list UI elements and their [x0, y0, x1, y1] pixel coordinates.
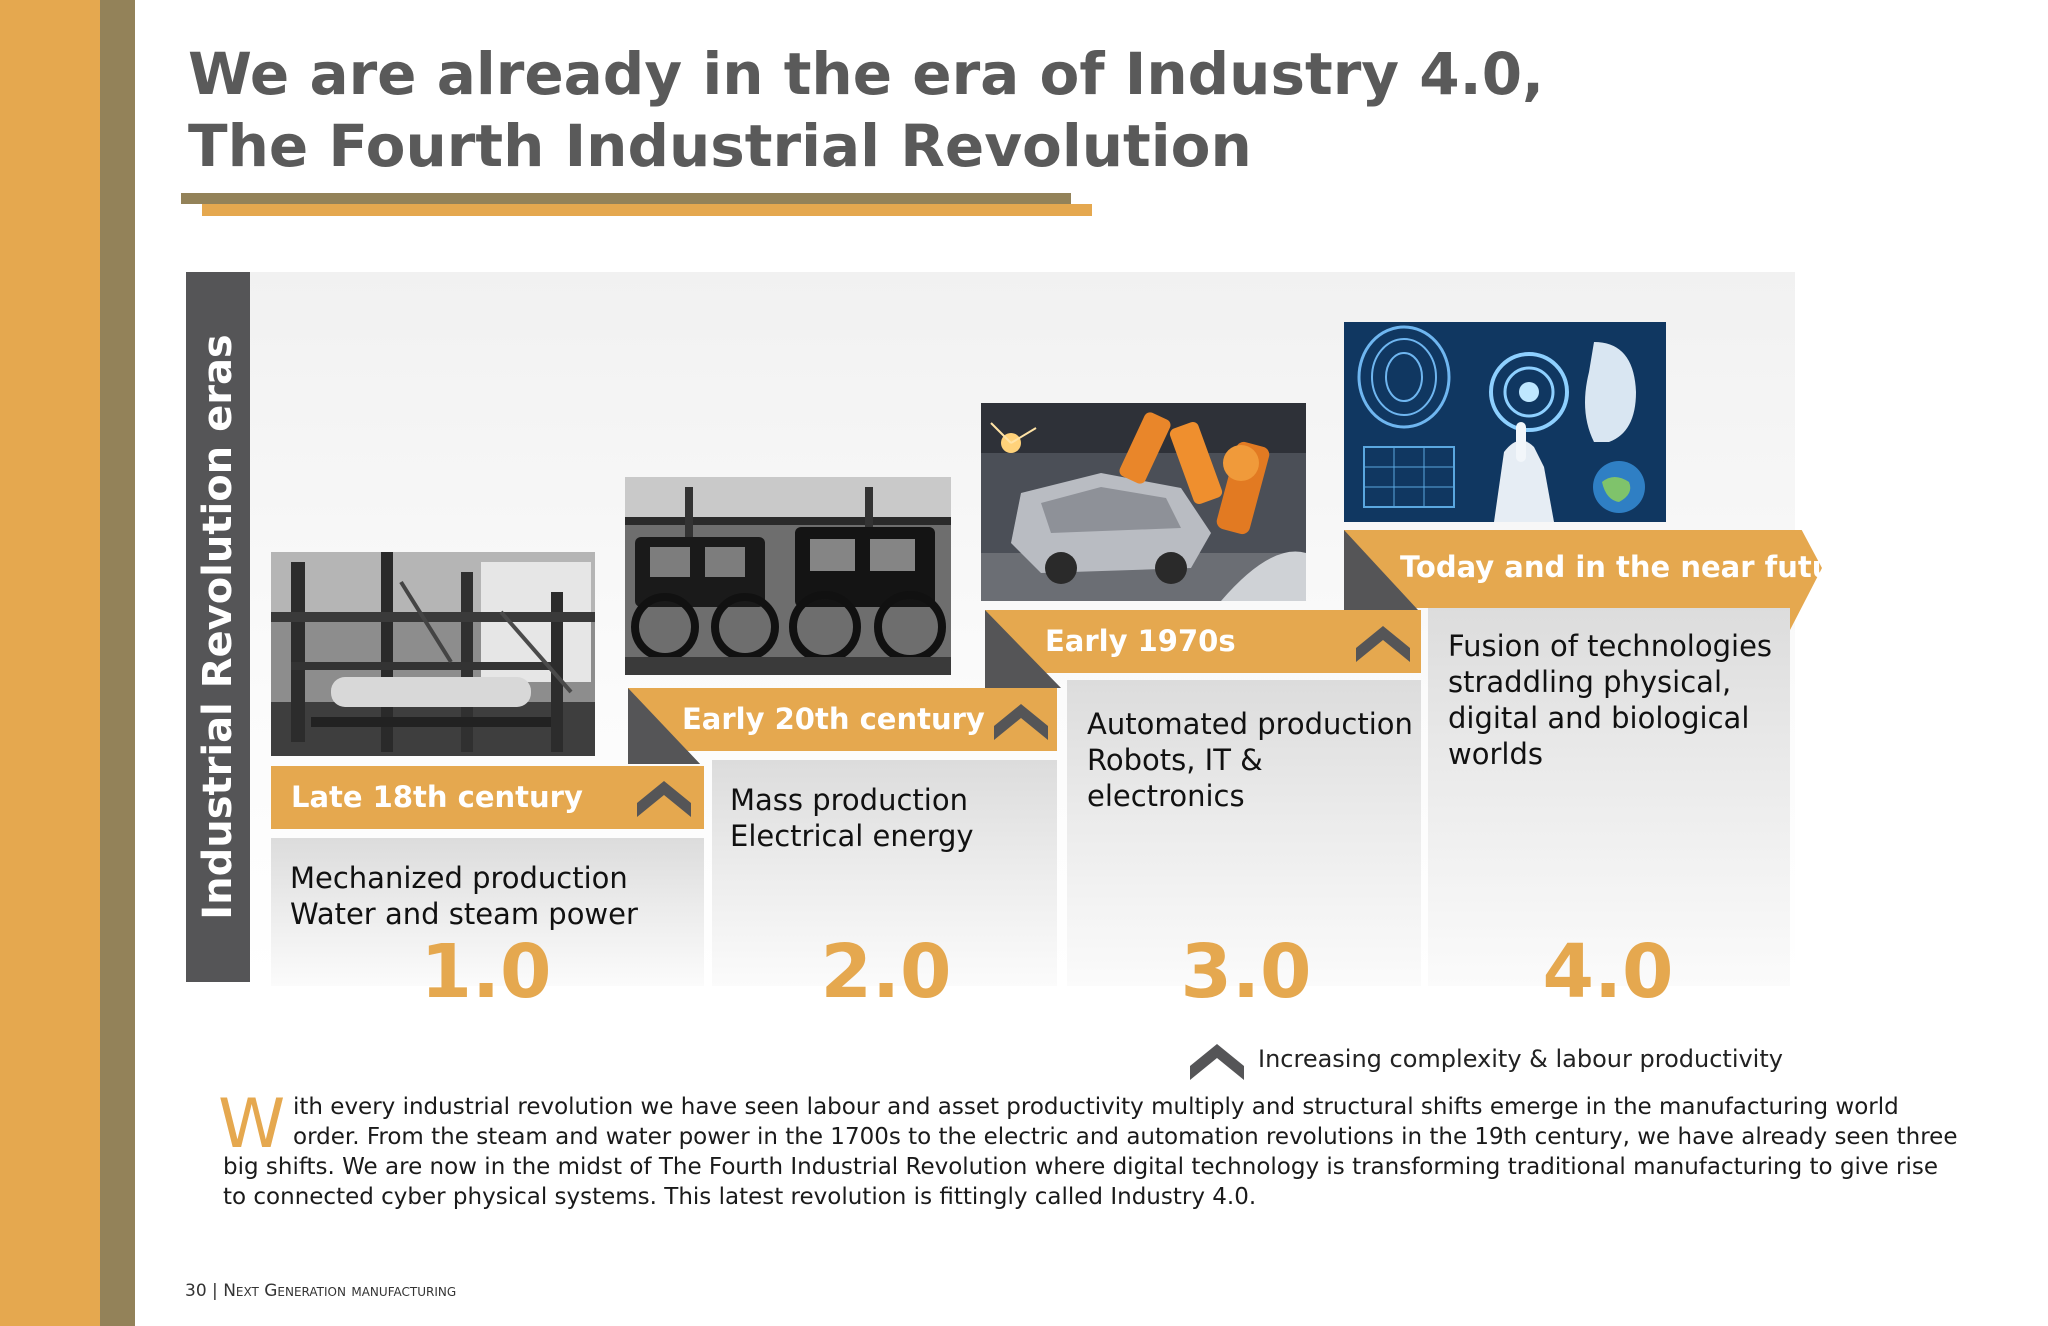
era-3-description-line-3: electronics — [1087, 779, 1245, 813]
page-title: We are already in the era of Industry 4.… — [188, 38, 1588, 182]
page-title-line-2: The Fourth Industrial Revolution — [188, 112, 1252, 180]
era-4-description-line-4: worlds — [1448, 737, 1543, 771]
paragraph-line-2: order. From the steam and water power in… — [293, 1124, 1958, 1150]
era-3-description-box: Automated production Robots, IT & electr… — [1067, 680, 1421, 986]
era-3-ribbon-fold — [985, 610, 1061, 688]
era-3-description-line-1: Automated production — [1087, 707, 1413, 741]
era-2-ribbon-fold-front — [628, 688, 700, 764]
era-2-chevron-up-icon — [994, 704, 1048, 740]
page-number: 30 — [185, 1281, 207, 1301]
era-4-arrow-ribbon — [1344, 530, 1822, 630]
era-1-period: Late 18th century — [291, 780, 583, 814]
side-orange-band — [0, 0, 100, 1326]
footer-separator: | — [212, 1281, 218, 1301]
era-1-version: 1.0 — [420, 929, 552, 1015]
era-4-description: Fusion of technologies straddling physic… — [1448, 628, 1772, 772]
era-2-ribbon: Early 20th century — [628, 688, 1057, 751]
side-olive-band — [100, 0, 135, 1326]
era-4-description-box: Fusion of technologies straddling physic… — [1428, 604, 1790, 986]
era-4-version: 4.0 — [1542, 929, 1674, 1015]
legend-text: Increasing complexity & labour productiv… — [1258, 1045, 1783, 1073]
loom-photo-icon — [271, 552, 595, 756]
paragraph-line-1: ith every industrial revolution we have … — [293, 1094, 1899, 1120]
model-t-assembly-line-photo-icon — [625, 477, 951, 675]
chevron-up-icon — [1190, 1044, 1244, 1080]
era-3-description: Automated production Robots, IT & electr… — [1087, 706, 1413, 814]
era-4-description-line-1: Fusion of technologies — [1448, 629, 1773, 663]
era-2-description: Mass production Electrical energy — [730, 782, 974, 854]
era-2-version: 2.0 — [820, 929, 952, 1015]
page-footer: 30 | Next Generation manufacturing — [185, 1280, 456, 1302]
era-4-period: Today and in the near future — [1400, 550, 1867, 584]
robotic-welding-photo-icon — [981, 403, 1306, 601]
era-1-description-line-1: Mechanized production — [290, 861, 628, 895]
cyber-hand-photo-icon — [1344, 322, 1666, 522]
footer-title: Next Generation manufacturing — [223, 1281, 457, 1301]
era-1-ribbon: Late 18th century — [271, 766, 704, 829]
era-2-description-box: Mass production Electrical energy — [712, 760, 1057, 986]
era-3-period: Early 1970s — [1045, 624, 1236, 658]
era-1-description-line-2: Water and steam power — [290, 897, 638, 931]
era-2-description-line-2: Electrical energy — [730, 819, 974, 853]
intro-paragraph: ith every industrial revolution we have … — [223, 1092, 1958, 1212]
era-3-ribbon: Early 1970s — [985, 610, 1421, 673]
title-underline-orange — [202, 204, 1092, 216]
page-title-line-1: We are already in the era of Industry 4.… — [188, 40, 1545, 108]
era-4-description-line-3: digital and biological — [1448, 701, 1750, 735]
paragraph-line-3: big shifts. We are now in the midst of T… — [223, 1154, 1938, 1180]
paragraph-line-4: to connected cyber physical systems. Thi… — [223, 1184, 1257, 1210]
era-2-description-line-1: Mass production — [730, 783, 968, 817]
title-underline-olive — [181, 193, 1071, 204]
era-3-version: 3.0 — [1180, 929, 1312, 1015]
eras-vertical-label: Industrial Revolution eras — [195, 334, 241, 920]
era-1-description: Mechanized production Water and steam po… — [290, 860, 638, 932]
era-1-description-box: Mechanized production Water and steam po… — [271, 838, 704, 986]
era-4-description-line-2: straddling physical, — [1448, 665, 1732, 699]
era-3-chevron-up-icon — [1356, 626, 1410, 662]
era-1-chevron-up-icon — [637, 781, 691, 817]
eras-vertical-bar — [186, 272, 250, 982]
era-3-description-line-2: Robots, IT & — [1087, 743, 1263, 777]
era-2-period: Early 20th century — [682, 702, 985, 736]
paragraph-dropcap: W — [218, 1085, 286, 1164]
